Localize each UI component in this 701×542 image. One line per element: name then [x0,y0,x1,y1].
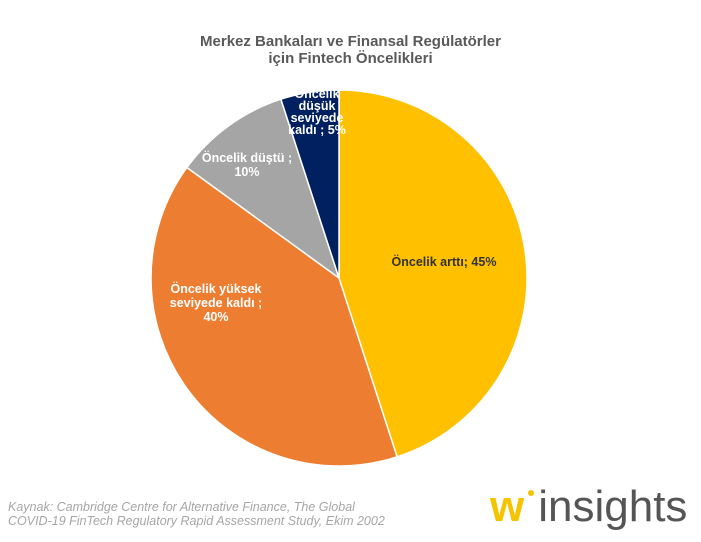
insights-logo: w insights [490,482,687,532]
slice-label-line: kaldı ; 5% [288,123,346,137]
source-line: COVID-19 FinTech Regulatory Rapid Assess… [8,514,385,528]
logo-mark: w [490,482,525,531]
logo-dot-icon [528,490,534,496]
chart-title-line: Merkez Bankaları ve Finansal Regülatörle… [200,33,501,50]
pie-slice [279,89,340,279]
slice-label-line: düşük [299,99,336,113]
source-line: Kaynak: Cambridge Centre for Alternative… [8,500,355,514]
pie-slice [150,166,399,467]
slice-label-line: Öncelik düştü ; [202,150,292,165]
slice-label-line: Öncelik [294,86,339,101]
slice-label-line: 40% [203,310,228,324]
pie-slice [338,89,528,458]
slice-label-line: Öncelik arttı; 45% [392,254,497,269]
source-note: Kaynak: Cambridge Centre for Alternative… [8,500,385,528]
slice-data-label: Öncelik yüksek seviyede kaldı ; 40% [170,281,262,324]
slice-data-label: Öncelik düşük seviyede kaldı ; 5% [288,86,346,137]
chart-title: Merkez Bankaları ve Finansal Regülatörle… [0,33,701,67]
slice-label-line: seviyede [291,111,344,125]
slice-data-label: Öncelik arttı; 45% [392,254,497,269]
slice-label-line: seviyede kaldı ; [170,296,262,310]
pie-slice [185,98,341,280]
slice-label-line: 10% [234,165,259,179]
slice-data-label: Öncelik düştü ; 10% [202,150,292,179]
slice-label-line: Öncelik yüksek [170,281,261,296]
chart-title-line: için Fintech Öncelikleri [268,50,433,67]
logo-text: insights [538,482,688,531]
